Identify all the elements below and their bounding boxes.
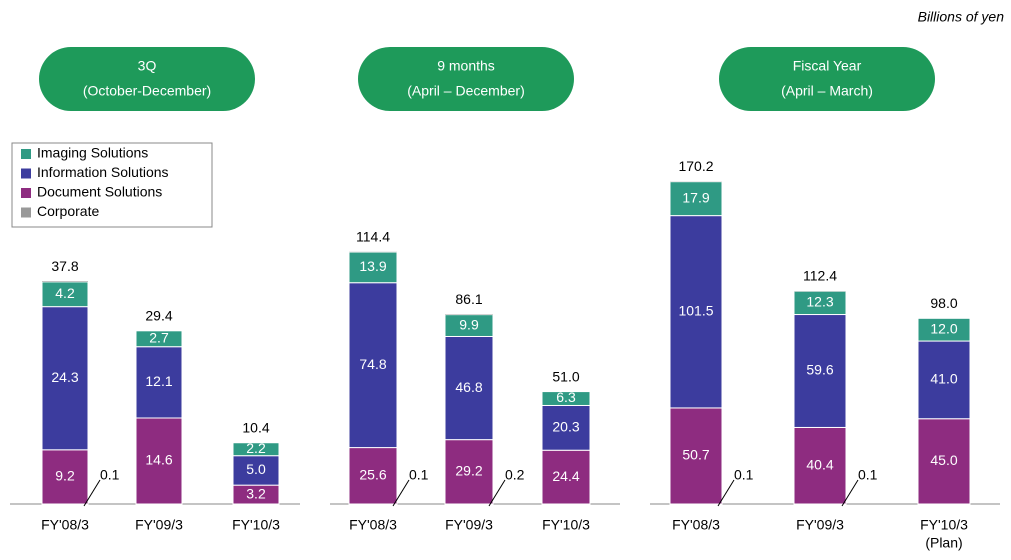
bar-segment (917, 418, 971, 505)
bar-segment (793, 314, 847, 428)
x-tick-label: FY'08/3 (672, 517, 720, 533)
segment-label: 20.3 (552, 419, 579, 435)
bar-segment (41, 449, 89, 505)
bar-segment (669, 407, 723, 505)
header-title: 9 months (437, 58, 495, 74)
segment-label: 24.3 (51, 369, 78, 385)
segment-label: 12.0 (930, 320, 957, 336)
legend-label: Corporate (37, 203, 99, 219)
header-subtitle: (October-December) (83, 83, 211, 99)
bar-segment (232, 442, 280, 457)
segment-label: 13.9 (359, 258, 386, 274)
total-label: 10.4 (242, 419, 269, 435)
x-tick-label: FY'10/3 (920, 517, 968, 533)
callout-line (488, 479, 506, 507)
callout-label: 0.1 (734, 467, 754, 483)
total-label: 29.4 (145, 308, 172, 324)
callout-line (841, 479, 859, 507)
callout-label: 0.1 (858, 467, 878, 483)
bar-segment (669, 215, 723, 409)
segment-label: 29.2 (455, 463, 482, 479)
total-label: 51.0 (552, 368, 579, 384)
bar-segment (444, 335, 494, 441)
total-label: 86.1 (455, 291, 482, 307)
x-tick-label: FY'09/3 (796, 517, 844, 533)
callout-line (392, 479, 410, 507)
legend-swatch (21, 149, 31, 159)
segment-label: 2.7 (149, 329, 169, 345)
bar-segment (917, 317, 971, 342)
x-tick-label: FY'10/3 (232, 517, 280, 533)
bar-segment (917, 340, 971, 420)
segment-label: 6.3 (556, 389, 576, 405)
segment-label: 74.8 (359, 356, 386, 372)
legend-swatch (21, 188, 31, 198)
segment-label: 40.4 (806, 456, 833, 472)
segment-label: 59.6 (806, 362, 833, 378)
x-tick-label: FY'10/3 (542, 517, 590, 533)
callout-label: 0.2 (505, 467, 525, 483)
segment-label: 45.0 (930, 452, 957, 468)
total-label: 98.0 (930, 295, 957, 311)
segment-label: 14.6 (145, 452, 172, 468)
segment-label: 12.3 (806, 294, 833, 310)
bar-segment (135, 346, 183, 419)
bar-segment (541, 391, 591, 406)
bar-segment (41, 306, 89, 451)
legend-swatch (21, 207, 31, 218)
x-tick-note: (Plan) (925, 535, 962, 551)
bar-segment (135, 417, 183, 505)
legend-swatch (21, 168, 31, 179)
legend-label: Information Solutions (37, 164, 169, 180)
total-label: 112.4 (803, 268, 837, 284)
segment-label: 50.7 (682, 447, 709, 463)
x-tick-label: FY'08/3 (349, 517, 397, 533)
bar-segment (42, 281, 88, 282)
segment-label: 9.9 (459, 316, 479, 332)
segment-label: 2.2 (246, 440, 266, 456)
header-pill (719, 47, 935, 111)
bar-segment (135, 330, 183, 348)
segment-label: 5.0 (246, 461, 266, 477)
header-title: Fiscal Year (793, 58, 862, 74)
callout-label: 0.1 (100, 467, 120, 483)
segment-label: 101.5 (678, 302, 713, 318)
bar-segment (348, 251, 398, 284)
header-subtitle: (April – March) (781, 83, 873, 99)
segment-label: 46.8 (455, 379, 482, 395)
segment-label: 4.2 (55, 285, 75, 301)
bar-segment (669, 181, 723, 217)
bar-segment (541, 404, 591, 451)
bar-segment (793, 426, 847, 505)
total-label: 114.4 (356, 229, 390, 245)
x-tick-label: FY'09/3 (135, 517, 183, 533)
header-subtitle: (April – December) (407, 83, 524, 99)
bar-segment (348, 447, 398, 505)
segment-label: 12.1 (145, 373, 172, 389)
total-label: 37.8 (51, 258, 78, 274)
legend-label: Document Solutions (37, 184, 162, 200)
legend-box (11, 142, 213, 228)
segment-label: 3.2 (246, 485, 266, 501)
segment-label: 41.0 (930, 371, 957, 387)
header-pill (39, 47, 255, 111)
bar-segment (541, 449, 591, 505)
header-pill (358, 47, 574, 111)
callout-line (717, 479, 735, 507)
x-tick-label: FY'08/3 (41, 517, 89, 533)
segment-label: 9.2 (55, 468, 75, 484)
segment-label: 17.9 (682, 189, 709, 205)
header-title: 3Q (138, 58, 157, 74)
segment-label: 25.6 (359, 466, 386, 482)
x-tick-label: FY'09/3 (445, 517, 493, 533)
unit-note: Billions of yen (918, 9, 1005, 25)
segment-label: 24.4 (552, 468, 579, 484)
legend-label: Imaging Solutions (37, 145, 148, 161)
total-label: 170.2 (678, 158, 713, 174)
callout-label: 0.1 (409, 467, 429, 483)
callout-line (83, 479, 101, 507)
